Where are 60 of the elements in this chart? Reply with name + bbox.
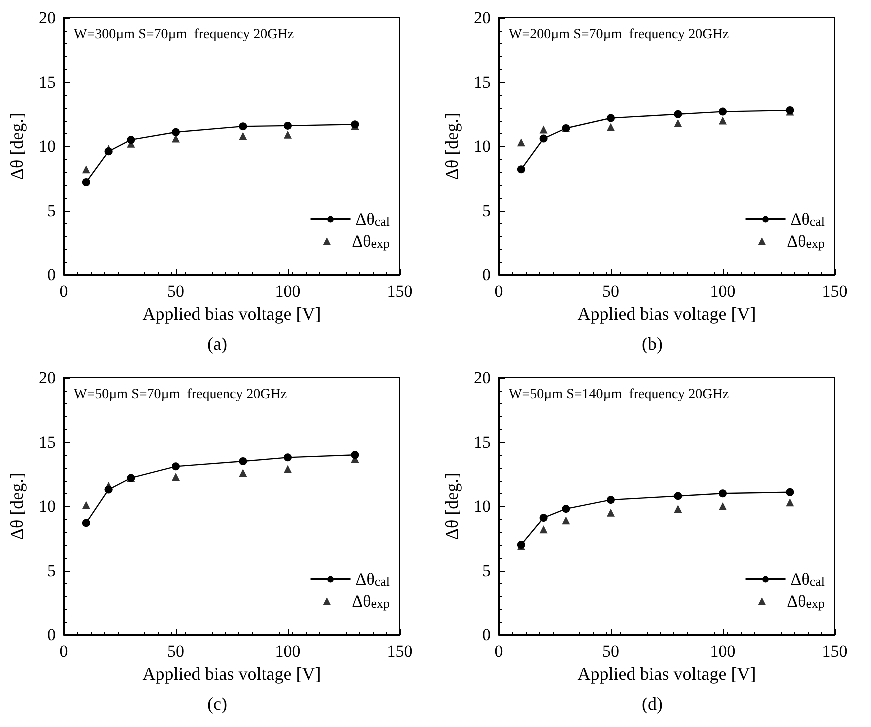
y-axis-title: Δθ [deg.] — [7, 472, 27, 540]
x-tick-label: 150 — [387, 282, 413, 301]
y-axis-title: Δθ [deg.] — [7, 112, 27, 180]
annotation: W=300µm S=70µm frequency 20GHz — [74, 28, 294, 42]
x-tick-label: 0 — [60, 282, 68, 301]
text: (d) — [642, 694, 663, 714]
x-tick-label: 100 — [710, 282, 736, 301]
x-tick-label: 50 — [602, 282, 620, 301]
y-tick-label: 20 — [39, 8, 56, 28]
legend-label: Δθcal — [790, 210, 826, 229]
x-axis-title: Applied bias voltage [V] — [142, 664, 322, 684]
x-tick-label: 150 — [822, 282, 848, 301]
legend-label: Δθexp — [787, 232, 826, 251]
y-tick-label: 5 — [48, 561, 56, 580]
x-axis-title: Applied bias voltage [V] — [142, 304, 322, 324]
legend-label: Δθexp — [352, 592, 390, 611]
y-axis-title: Δθ [deg.] — [442, 472, 462, 540]
y-tick-label: 0 — [48, 626, 56, 644]
y-tick-label: 15 — [474, 432, 491, 452]
y-tick-label: 0 — [482, 626, 491, 644]
y-tick-label: 0 — [482, 266, 491, 284]
text: (b) — [642, 334, 663, 354]
y-tick-label: 15 — [39, 432, 56, 452]
annotation: W=50µm S=140µm frequency 20GHz — [509, 388, 730, 402]
x-tick-label: 50 — [168, 642, 184, 661]
x-tick-label: 100 — [275, 282, 301, 301]
y-tick-label: 15 — [474, 72, 491, 92]
y-tick-label: 5 — [482, 201, 491, 220]
y-tick-label: 10 — [474, 137, 491, 156]
legend-label: Δθcal — [356, 210, 390, 229]
y-tick-label: 0 — [48, 266, 56, 284]
y-tick-label: 10 — [39, 497, 56, 516]
y-tick-label: 10 — [474, 497, 491, 516]
x-axis-title: Applied bias voltage [V] — [578, 664, 756, 684]
y-tick-label: 10 — [39, 137, 56, 156]
x-tick-label: 150 — [822, 642, 848, 661]
x-tick-label: 100 — [710, 642, 736, 661]
legend-label: Δθcal — [790, 570, 826, 589]
y-tick-label: 20 — [474, 8, 491, 28]
legend-label: Δθexp — [352, 232, 390, 251]
x-tick-label: 50 — [168, 282, 184, 301]
y-tick-label: 5 — [482, 561, 491, 580]
legend-label: Δθexp — [787, 592, 826, 611]
x-tick-label: 100 — [275, 642, 301, 661]
y-tick-label: 5 — [48, 201, 56, 220]
x-axis-title: Applied bias voltage [V] — [578, 304, 756, 324]
y-tick-label: 15 — [39, 72, 56, 92]
annotation: W=200µm S=70µm frequency 20GHz — [509, 28, 730, 42]
y-tick-label: 20 — [474, 368, 491, 388]
text: (a) — [208, 334, 228, 354]
annotation: W=50µm S=70µm frequency 20GHz — [74, 388, 288, 402]
x-tick-label: 50 — [602, 642, 620, 661]
y-axis-title: Δθ [deg.] — [442, 112, 462, 180]
x-tick-label: 0 — [60, 642, 68, 661]
x-tick-label: 0 — [494, 642, 504, 661]
x-tick-label: 150 — [387, 642, 413, 661]
text: (c) — [208, 694, 228, 714]
y-tick-label: 20 — [39, 368, 56, 388]
legend-label: Δθcal — [356, 570, 390, 589]
x-tick-label: 0 — [494, 282, 504, 301]
